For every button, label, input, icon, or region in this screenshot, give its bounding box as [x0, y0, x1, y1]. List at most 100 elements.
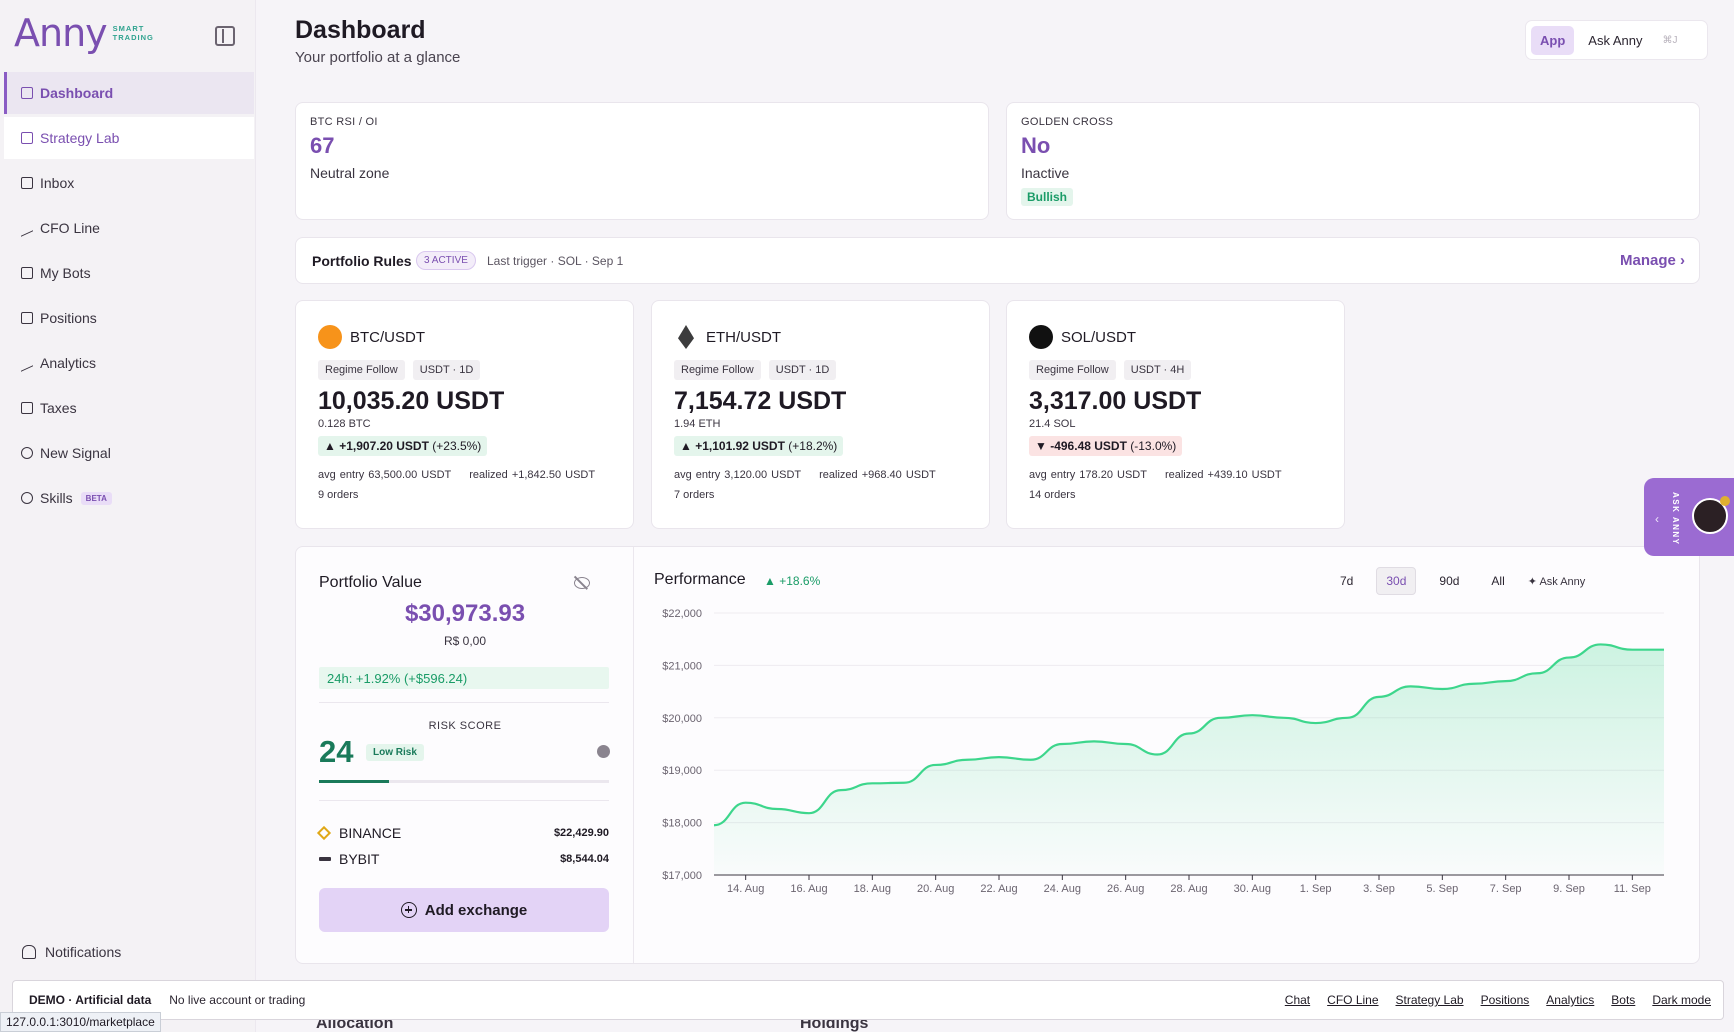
footer-link-dark-mode[interactable]: Dark mode — [1652, 993, 1711, 1007]
indicator-label: BTC RSI / OI — [310, 116, 378, 128]
mode-ask-anny-button[interactable]: Ask Anny — [1588, 32, 1643, 48]
position-tag: Regime Follow — [318, 360, 405, 380]
position-tags: Regime Follow USDT · 1D — [318, 360, 488, 380]
shortcut-hint: ⌘J — [1662, 34, 1678, 46]
status-url: 127.0.0.1:3010/marketplace — [0, 1012, 161, 1032]
chevron-left-icon: ‹ — [1655, 512, 1659, 526]
range-30d-button[interactable]: 30d — [1376, 567, 1417, 595]
portfolio-24h-change: 24h: +1.92% (+$596.24) — [319, 667, 609, 689]
brand-name: Anny — [14, 11, 108, 55]
bitcoin-icon — [318, 325, 342, 349]
sidebar-item-cfo-line[interactable]: CFO Line — [4, 207, 254, 249]
range-selector: 7d 30d 90d All ✦ Ask Anny — [1331, 567, 1585, 595]
plus-circle-icon — [21, 447, 33, 459]
sidebar-item-skills[interactable]: Skills BETA — [4, 477, 254, 519]
x-tick-label: 3. Sep — [1363, 883, 1395, 895]
briefcase-icon — [21, 312, 33, 324]
position-card-sol[interactable]: SOL/USDT Regime Follow USDT · 4H 3,317.00… — [1006, 300, 1345, 529]
sidebar-item-taxes[interactable]: Taxes — [4, 387, 254, 429]
bell-icon — [22, 945, 36, 959]
x-tick-label: 5. Sep — [1426, 883, 1458, 895]
range-90d-button[interactable]: 90d — [1439, 574, 1460, 588]
rules-manage-link[interactable]: Manage › — [1619, 252, 1685, 269]
notifications-button[interactable]: Notifications — [22, 944, 121, 960]
rules-title: Portfolio Rules — [312, 253, 412, 269]
beta-badge: BETA — [80, 491, 112, 505]
x-tick-label: 22. Aug — [980, 883, 1017, 895]
position-avg: avg entry 3,120.00 USDT realized +968.40 … — [674, 469, 936, 481]
info-icon[interactable] — [597, 745, 610, 758]
footer-link-cfo-line[interactable]: CFO Line — [1327, 993, 1379, 1007]
performance-section: Performance ▲ +18.6% 7d 30d 90d All ✦ As… — [634, 547, 1700, 963]
rules-active-badge: 3 ACTIVE — [416, 251, 476, 270]
range-7d-button[interactable]: 7d — [1340, 574, 1354, 588]
ask-anny-tab[interactable]: ‹ ASK ANNY — [1644, 478, 1734, 556]
sidebar-item-new-signal[interactable]: New Signal — [4, 432, 254, 474]
position-qty: 0.128 BTC — [318, 418, 371, 430]
footer-link-strategy-lab[interactable]: Strategy Lab — [1395, 993, 1464, 1007]
x-tick-label: 18. Aug — [854, 883, 891, 895]
inbox-icon — [21, 177, 33, 189]
x-tick-label: 14. Aug — [727, 883, 764, 895]
sidebar-item-dashboard[interactable]: Dashboard — [4, 72, 254, 114]
x-tick-label: 7. Sep — [1490, 883, 1522, 895]
sidebar: Anny SMART TRADING Dashboard Strategy Lab… — [0, 0, 256, 1032]
receipt-icon — [21, 402, 33, 414]
indicator-label: GOLDEN CROSS — [1021, 116, 1114, 128]
y-tick-label: $20,000 — [662, 713, 702, 725]
position-tag: Regime Follow — [674, 360, 761, 380]
status-badge: Bullish — [1021, 188, 1074, 206]
demo-label: DEMO · Artificial data — [29, 993, 152, 1007]
exchange-row-bybit[interactable]: BYBIT $8,544.04 — [319, 851, 609, 867]
position-card-eth[interactable]: ETH/USDT Regime Follow USDT · 1D 7,154.72… — [651, 300, 990, 529]
footer-link-positions[interactable]: Positions — [1480, 993, 1530, 1007]
x-tick-label: 9. Sep — [1553, 883, 1585, 895]
performance-title: Performance — [654, 571, 746, 588]
sidebar-item-inbox[interactable]: Inbox — [4, 162, 254, 204]
performance-change: ▲ +18.6% — [764, 574, 821, 588]
mode-app-button[interactable]: App — [1531, 25, 1575, 55]
footer-link-bots[interactable]: Bots — [1611, 993, 1636, 1007]
position-qty: 1.94 ETH — [674, 418, 721, 430]
indicator-card-rsi[interactable]: BTC RSI / OI 67 Neutral zone — [295, 102, 989, 220]
position-card-btc[interactable]: BTC/USDT Regime Follow USDT · 1D 10,035.2… — [295, 300, 634, 529]
sidebar-item-analytics[interactable]: Analytics — [4, 342, 254, 384]
range-all-button[interactable]: All — [1491, 574, 1505, 588]
sidebar-collapse-icon[interactable] — [215, 26, 235, 46]
position-tag: USDT · 1D — [768, 360, 837, 380]
portfolio-value-title: Portfolio Value — [319, 574, 422, 591]
footer-link-analytics[interactable]: Analytics — [1546, 993, 1595, 1007]
sidebar-nav: Dashboard Strategy Lab Inbox CFO Line My… — [4, 72, 254, 522]
footer-links: Chat CFO Line Strategy Lab Positions Ana… — [1268, 993, 1711, 1007]
position-orders: 7 orders — [674, 489, 715, 501]
chart-ask-anny-button[interactable]: ✦ Ask Anny — [1527, 575, 1586, 588]
series-area — [714, 644, 1664, 875]
x-tick-label: 16. Aug — [790, 883, 827, 895]
brand-logo[interactable]: Anny SMART TRADING — [14, 14, 154, 52]
portfolio-rules-bar: Portfolio Rules 3 ACTIVE Last trigger · … — [295, 237, 1700, 284]
binance-icon — [316, 825, 332, 841]
x-tick-label: 20. Aug — [917, 883, 954, 895]
sidebar-item-my-bots[interactable]: My Bots — [4, 252, 254, 294]
position-avg: avg entry 178.20 USDT realized +439.10 US… — [1029, 469, 1282, 481]
exchange-row-binance[interactable]: BINANCE $22,429.90 — [316, 825, 609, 841]
position-orders: 14 orders — [1029, 489, 1076, 501]
sidebar-item-positions[interactable]: Positions — [4, 297, 254, 339]
position-tags: Regime Follow USDT · 4H — [1029, 360, 1199, 380]
sidebar-item-strategy-lab[interactable]: Strategy Lab — [4, 117, 254, 159]
x-tick-label: 11. Sep — [1614, 883, 1651, 895]
footer-link-chat[interactable]: Chat — [1284, 993, 1311, 1007]
position-pair: BTC/USDT — [350, 329, 425, 346]
indicator-card-golden-cross[interactable]: GOLDEN CROSS No Inactive Bullish — [1006, 102, 1700, 220]
add-exchange-button[interactable]: Add exchange — [319, 888, 609, 932]
position-pnl: ▲ +1,101.92 USDT (+18.2%) — [674, 436, 844, 456]
eye-off-icon[interactable] — [574, 577, 590, 589]
main-content: Dashboard Your portfolio at a glance App… — [256, 0, 1734, 1032]
y-tick-label: $22,000 — [662, 608, 702, 620]
risk-score-value: 24 — [319, 734, 354, 769]
indicator-value: No — [1021, 133, 1051, 158]
position-pnl: ▲ +1,907.20 USDT (+23.5%) — [318, 436, 488, 456]
portfolio-value-brl: R$ 0,00 — [443, 634, 487, 648]
portfolio-value-section: Portfolio Value $30,973.93 R$ 0,00 24h: … — [296, 547, 634, 963]
indicator-desc: Inactive — [1021, 165, 1070, 181]
